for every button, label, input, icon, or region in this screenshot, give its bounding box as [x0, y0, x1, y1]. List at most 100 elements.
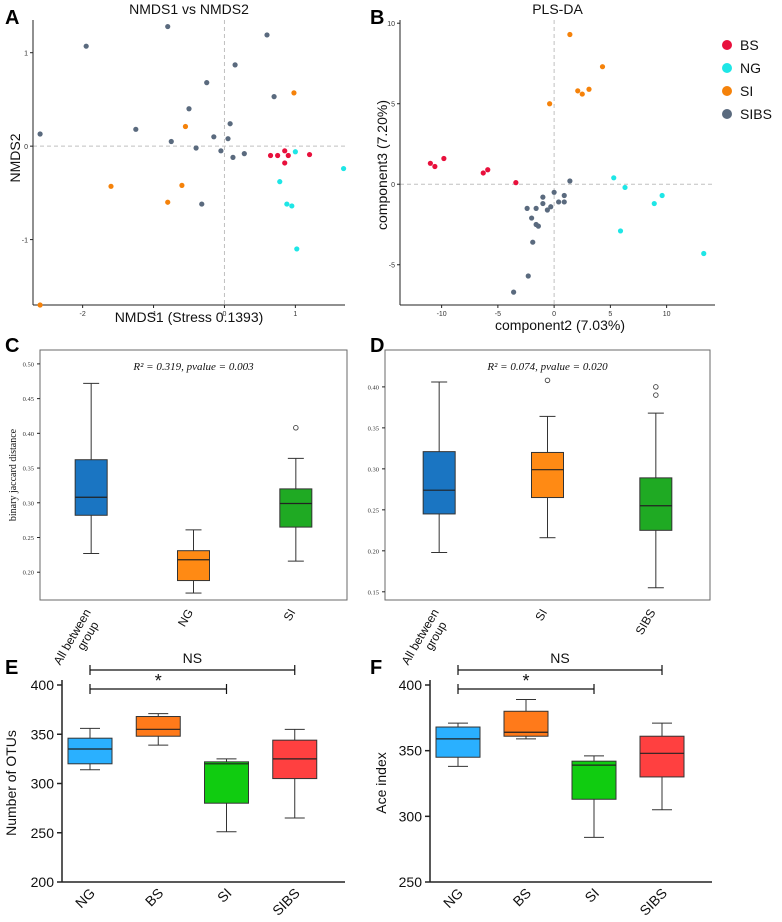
x-tick-label-line: SI: [532, 607, 550, 624]
box-iqr: [74, 459, 108, 516]
x-tick-label: BS: [142, 885, 167, 910]
panel-d-boxplot: 0.15 0.20 0.25 0.30 0.35 0.40 R² = 0.074, pval…: [368, 349, 711, 674]
point-sibs: [525, 273, 531, 279]
x-tick-label: 0: [223, 311, 227, 318]
box-iqr: [279, 488, 313, 528]
x-tick-label: 10: [663, 311, 671, 318]
point-bs: [427, 160, 433, 166]
x-tick-label: BS: [510, 885, 535, 910]
box-iqr: [639, 735, 685, 778]
y-tick-label: 0: [24, 144, 28, 151]
significance-bracket-ns: NS: [89, 650, 296, 675]
point-sibs: [37, 131, 43, 137]
panel-label-d: D: [370, 335, 384, 357]
panel-c-boxplot: 0.20 0.25 0.30 0.35 0.40 0.45 0.50 R² = 0.319, …: [8, 349, 348, 674]
box-all-between-group: [74, 382, 108, 554]
y-tick-label: 400: [31, 677, 55, 693]
point-ng: [340, 165, 347, 172]
bracket-label: *: [522, 671, 529, 691]
point-bs: [485, 167, 491, 173]
plot-frame: [384, 349, 711, 601]
point-sibs: [530, 239, 536, 245]
y-tick-label: 1: [24, 51, 28, 58]
y-tick-label: -1: [22, 238, 28, 245]
point-sibs: [540, 200, 546, 207]
y-tick-label: 0.45: [23, 396, 34, 403]
point-sibs: [225, 136, 231, 142]
point-sibs: [199, 201, 205, 207]
point-sibs: [218, 148, 224, 154]
point-bs: [282, 148, 288, 154]
x-tick-label: NG: [175, 607, 196, 630]
point-bs: [306, 151, 313, 158]
point-si: [108, 183, 114, 189]
panel-label-e: E: [5, 657, 18, 679]
y-tick-label: 0.30: [23, 500, 34, 507]
point-sibs: [548, 204, 554, 210]
legend-swatch-ng: [722, 63, 732, 73]
panel-f-y-label: Ace index: [373, 752, 389, 813]
box-bs: [135, 713, 181, 746]
point-si: [179, 182, 185, 188]
point-ng: [284, 201, 290, 207]
point-si: [599, 64, 606, 70]
box-ng: [435, 722, 481, 767]
x-tick-label: 1: [293, 311, 297, 318]
y-tick-label: 0.20: [23, 570, 34, 577]
y-tick-label: 400: [399, 677, 423, 693]
x-tick-label: NG: [440, 885, 466, 911]
panel-b-y-label: component3 (7.20%): [374, 100, 390, 230]
significance-bracket-ns: NS: [457, 650, 663, 675]
box-iqr: [67, 737, 113, 765]
significance-bracket-star: *: [457, 671, 595, 694]
point-sibs: [511, 289, 517, 295]
y-tick-label: 0.35: [23, 466, 34, 473]
legend-swatch-sibs: [722, 109, 732, 119]
box-all-between-group: [422, 381, 456, 553]
box-bs: [503, 698, 549, 740]
outlier-point: [293, 425, 299, 431]
point-sibs: [230, 154, 236, 160]
point-ng: [294, 246, 300, 252]
point-sibs: [535, 223, 541, 229]
point-sibs: [186, 106, 192, 112]
legend-label-bs: BS: [740, 37, 759, 53]
box-iqr: [435, 726, 481, 758]
x-tick-label: SIBS: [636, 885, 670, 919]
bracket-label: NS: [550, 650, 569, 666]
y-tick-label: 350: [31, 726, 55, 742]
y-tick-label: 0.40: [368, 384, 379, 391]
point-si: [165, 199, 171, 205]
point-bs: [480, 170, 486, 176]
point-ng: [292, 149, 298, 155]
box-iqr: [531, 451, 564, 499]
outlier-point: [544, 377, 551, 384]
point-sibs: [168, 138, 174, 145]
point-si: [182, 123, 189, 130]
y-tick-label: 0.25: [23, 535, 34, 542]
x-tick-label: All betweengroup: [399, 607, 453, 674]
box-iqr: [204, 761, 249, 804]
box-ng: [177, 529, 210, 594]
point-sibs: [529, 215, 535, 221]
point-si: [579, 91, 585, 97]
point-sibs: [544, 207, 550, 213]
legend: BS NG SI SIBS: [722, 37, 772, 122]
x-tick-label: -10: [437, 311, 447, 318]
point-ng: [651, 200, 657, 207]
point-si: [291, 90, 297, 96]
panel-c-formula: R² = 0.319, pvalue = 0.003: [132, 361, 254, 373]
point-si: [567, 31, 573, 38]
y-tick-label: 300: [31, 776, 55, 792]
point-sibs: [165, 23, 171, 30]
x-tick-label: All betweengroup: [51, 607, 105, 674]
legend-label-ng: NG: [740, 60, 761, 76]
y-tick-label: 0.30: [368, 466, 379, 473]
point-sibs: [551, 189, 557, 195]
legend-swatch-bs: [722, 40, 732, 50]
point-bs: [275, 152, 281, 159]
point-si: [586, 86, 592, 92]
y-tick-label: 0: [391, 182, 395, 189]
point-sibs: [524, 205, 530, 211]
